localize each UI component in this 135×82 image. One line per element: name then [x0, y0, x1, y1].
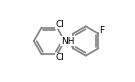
- Text: NH: NH: [61, 36, 74, 46]
- Text: F: F: [99, 26, 104, 35]
- Text: Cl: Cl: [55, 53, 64, 62]
- Text: Cl: Cl: [55, 20, 64, 29]
